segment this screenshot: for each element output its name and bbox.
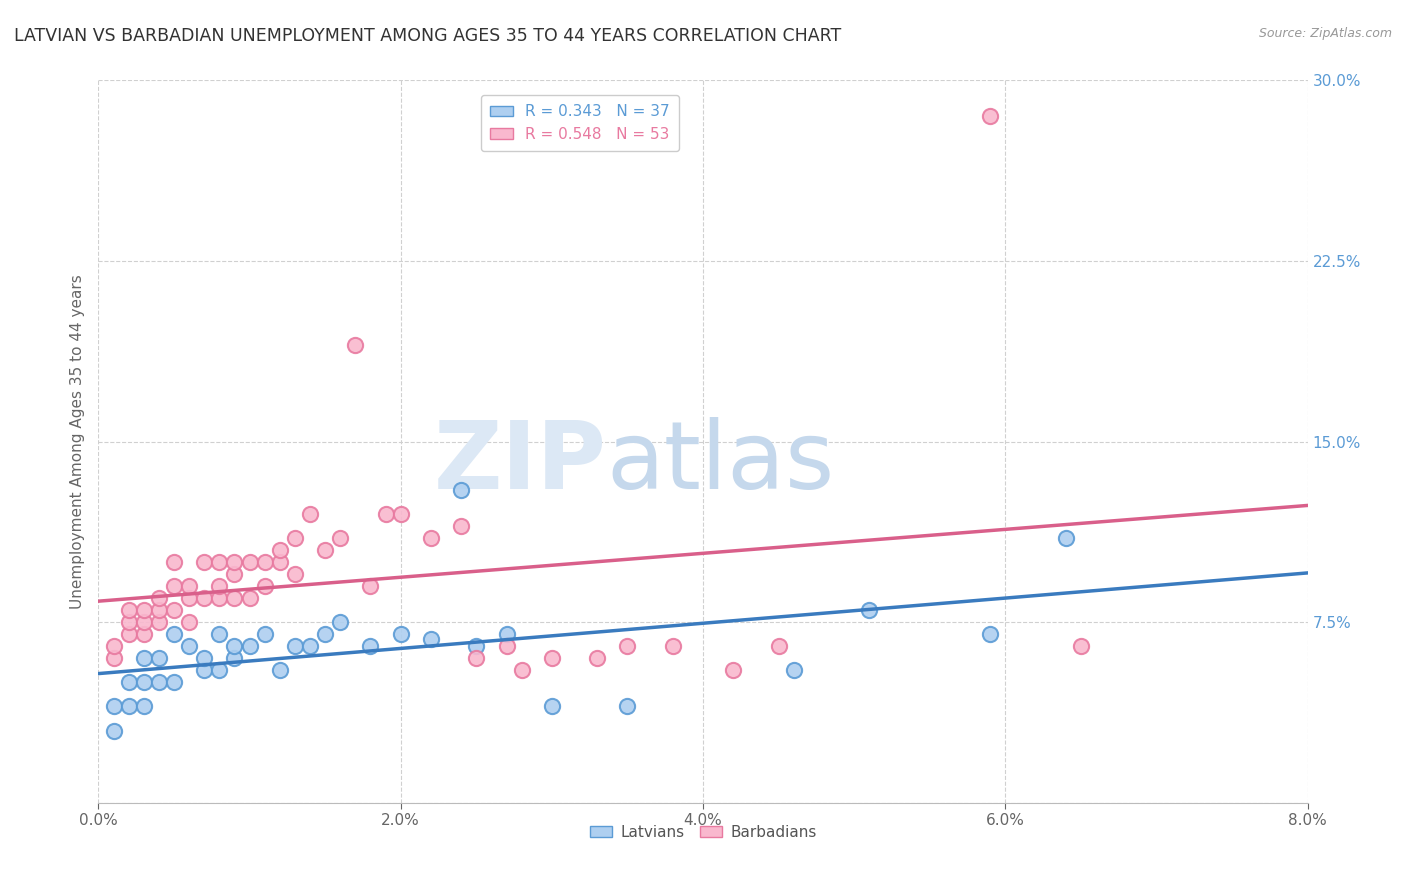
Legend: Latvians, Barbadians: Latvians, Barbadians: [583, 819, 823, 846]
Point: [465, 639, 488, 653]
Point: [118, 615, 141, 630]
Point: [148, 591, 170, 605]
Point: [148, 675, 170, 690]
Point: [148, 651, 170, 665]
Point: [132, 651, 155, 665]
Point: [329, 615, 352, 630]
Point: [661, 639, 683, 653]
Point: [253, 555, 276, 569]
Point: [495, 627, 517, 641]
Point: [208, 555, 231, 569]
Point: [163, 627, 186, 641]
Point: [239, 591, 262, 605]
Point: [299, 639, 322, 653]
Point: [208, 579, 231, 593]
Point: [132, 675, 155, 690]
Point: [1070, 639, 1092, 653]
Point: [179, 615, 201, 630]
Point: [132, 615, 155, 630]
Point: [979, 109, 1001, 123]
Point: [616, 639, 638, 653]
Point: [103, 723, 125, 738]
Point: [239, 555, 262, 569]
Point: [284, 639, 307, 653]
Point: [179, 639, 201, 653]
Point: [389, 627, 412, 641]
Point: [284, 567, 307, 582]
Point: [118, 675, 141, 690]
Point: [103, 639, 125, 653]
Y-axis label: Unemployment Among Ages 35 to 44 years: Unemployment Among Ages 35 to 44 years: [69, 274, 84, 609]
Point: [783, 664, 806, 678]
Point: [179, 591, 201, 605]
Text: ZIP: ZIP: [433, 417, 606, 509]
Point: [208, 664, 231, 678]
Point: [239, 639, 262, 653]
Point: [314, 627, 336, 641]
Point: [374, 507, 396, 521]
Point: [163, 603, 186, 617]
Point: [208, 627, 231, 641]
Point: [193, 591, 215, 605]
Point: [510, 664, 533, 678]
Point: [132, 699, 155, 714]
Point: [420, 632, 443, 646]
Point: [253, 579, 276, 593]
Point: [193, 555, 215, 569]
Point: [420, 531, 443, 545]
Point: [540, 699, 562, 714]
Point: [132, 603, 155, 617]
Point: [103, 699, 125, 714]
Point: [224, 651, 246, 665]
Point: [616, 699, 638, 714]
Point: [163, 555, 186, 569]
Text: LATVIAN VS BARBADIAN UNEMPLOYMENT AMONG AGES 35 TO 44 YEARS CORRELATION CHART: LATVIAN VS BARBADIAN UNEMPLOYMENT AMONG …: [14, 27, 841, 45]
Point: [132, 627, 155, 641]
Point: [465, 651, 488, 665]
Point: [163, 675, 186, 690]
Point: [389, 507, 412, 521]
Point: [284, 531, 307, 545]
Point: [269, 555, 291, 569]
Point: [495, 639, 517, 653]
Text: atlas: atlas: [606, 417, 835, 509]
Point: [450, 483, 472, 497]
Point: [148, 615, 170, 630]
Point: [540, 651, 562, 665]
Point: [329, 531, 352, 545]
Point: [224, 639, 246, 653]
Point: [269, 664, 291, 678]
Point: [586, 651, 609, 665]
Point: [299, 507, 322, 521]
Point: [1054, 531, 1077, 545]
Point: [768, 639, 790, 653]
Point: [224, 567, 246, 582]
Point: [858, 603, 880, 617]
Text: Source: ZipAtlas.com: Source: ZipAtlas.com: [1258, 27, 1392, 40]
Point: [193, 664, 215, 678]
Point: [723, 664, 745, 678]
Point: [344, 338, 367, 352]
Point: [163, 579, 186, 593]
Point: [269, 542, 291, 557]
Point: [360, 639, 382, 653]
Point: [224, 555, 246, 569]
Point: [103, 651, 125, 665]
Point: [208, 591, 231, 605]
Point: [148, 603, 170, 617]
Point: [224, 591, 246, 605]
Point: [360, 579, 382, 593]
Point: [979, 627, 1001, 641]
Point: [450, 518, 472, 533]
Point: [253, 627, 276, 641]
Point: [118, 603, 141, 617]
Point: [193, 651, 215, 665]
Point: [118, 699, 141, 714]
Point: [118, 627, 141, 641]
Point: [179, 579, 201, 593]
Point: [314, 542, 336, 557]
